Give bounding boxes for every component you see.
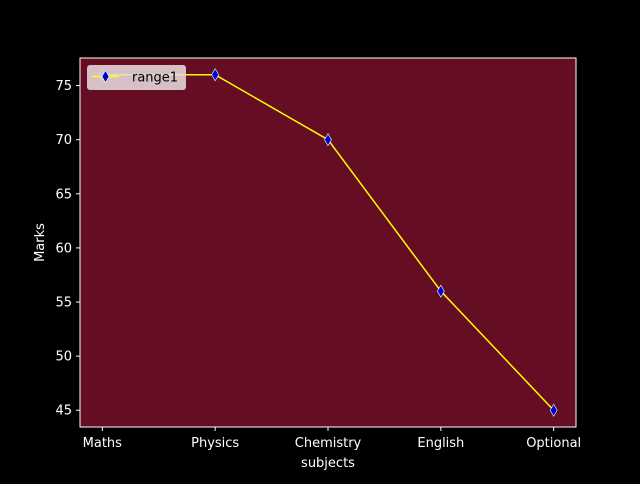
x-tick-label: Physics bbox=[191, 436, 239, 451]
legend-diamond-marker bbox=[101, 69, 110, 84]
data-point-marker bbox=[436, 284, 445, 298]
x-tick-label: Chemistry bbox=[295, 436, 362, 451]
y-tick-label: 75 bbox=[55, 79, 72, 94]
x-axis-label: subjects bbox=[301, 456, 355, 471]
data-point-marker bbox=[324, 133, 332, 147]
x-tick-label: English bbox=[417, 436, 464, 451]
y-tick-label: 65 bbox=[55, 187, 72, 202]
y-tick-label: 45 bbox=[55, 404, 72, 419]
data-point-marker bbox=[211, 68, 220, 82]
y-tick-label: 50 bbox=[55, 350, 72, 365]
plot-area bbox=[80, 58, 576, 427]
y-tick-label: 70 bbox=[55, 133, 72, 148]
legend-box bbox=[87, 65, 186, 90]
x-tick-label: Optional bbox=[526, 436, 581, 451]
legend-label-range1: range1 bbox=[132, 71, 178, 86]
legend: range1 bbox=[87, 65, 186, 90]
y-axis-label: Marks bbox=[33, 223, 48, 262]
x-tick-label: Maths bbox=[83, 436, 123, 451]
data-point-marker bbox=[549, 403, 558, 417]
y-tick-label: 55 bbox=[55, 296, 72, 311]
axis-ticks: Maths Physics Chemistry English Optional 45 50… bbox=[55, 79, 581, 451]
y-tick-label: 60 bbox=[55, 241, 72, 256]
plot-frame bbox=[79, 57, 577, 428]
